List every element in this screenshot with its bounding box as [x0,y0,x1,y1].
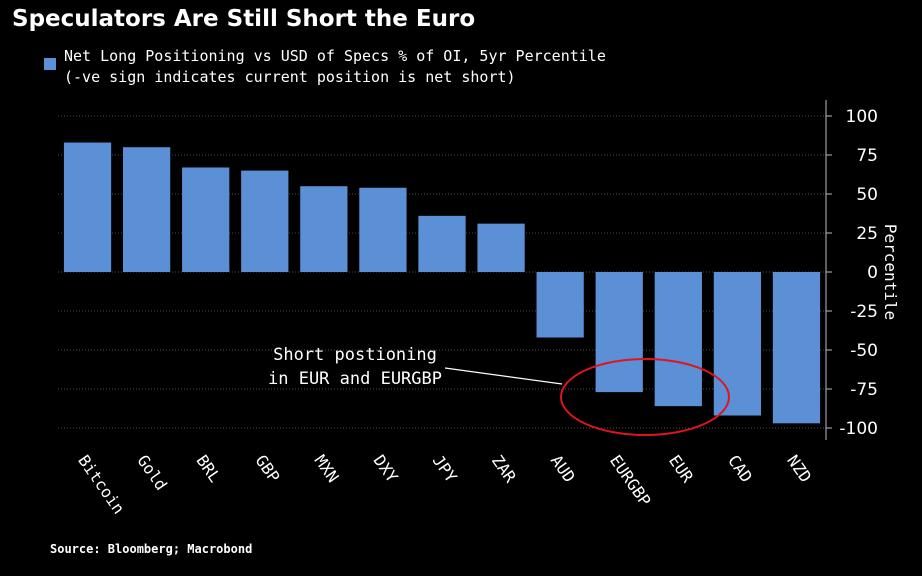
bar-dxy [359,187,407,272]
annotation-line-2: in EUR and EURGBP [268,369,442,389]
x-tick-label: MXN [311,451,343,486]
chart-title: Speculators Are Still Short the Euro [12,6,476,32]
bar-aud [536,272,584,338]
x-tick-label: CAD [724,451,756,486]
x-tick-label: AUD [547,451,579,486]
bar-nzd [772,272,821,424]
highlight-ellipse [560,358,730,436]
y-tick-label: 0 [867,263,878,283]
y-tick-label: 50 [856,185,878,205]
legend-line-1: Net Long Positioning vs USD of Specs % o… [64,47,606,65]
x-tick-label: BRL [192,451,224,486]
x-tick-label: JPY [429,451,461,486]
x-tick-label: Bitcoin [74,451,128,517]
bar-mxn [300,186,348,272]
annotation-pointer [444,367,563,385]
legend-swatch [44,58,56,70]
x-tick-label: GBP [251,451,283,486]
y-tick-label: -50 [850,341,878,361]
legend-line-2: (-ve sign indicates current position is … [64,68,516,86]
y-tick-label: 25 [856,224,878,244]
bar-brl [182,167,230,272]
bar-bitcoin [63,142,112,272]
bar-gbp [241,170,289,272]
x-tick-label: DXY [370,451,402,486]
bar-zar [477,223,525,272]
y-axis: 100 75 50 25 0 -25 -50 -75 -100 [825,100,878,440]
source-note: Source: Bloomberg; Macrobond [50,542,253,556]
y-tick-label: -75 [850,380,878,400]
x-tick-label: Gold [133,451,171,493]
y-tick-label: 100 [846,107,878,127]
annotation: Short postioning in EUR and EURGBP [268,345,730,436]
x-tick-label: ZAR [488,451,520,486]
annotation-line-1: Short postioning [273,345,437,365]
x-tick-label: EURGBP [606,451,655,509]
bar-gold [122,147,171,272]
x-tick-label: NZD [783,451,815,486]
y-tick-label: -25 [850,302,878,322]
y-tick-label: -100 [839,419,878,439]
bar-cad [713,272,762,416]
bars [63,142,821,424]
bar-jpy [418,215,466,272]
x-axis: Bitcoin Gold BRL GBP MXN DXY JPY ZAR AUD EURGBP EU… [74,451,815,517]
bar-eurgbp [595,272,643,393]
bar-eur [654,272,702,407]
y-tick-label: 75 [856,146,878,166]
x-tick-label: EUR [665,451,697,486]
legend-text: Net Long Positioning vs USD of Specs % o… [64,46,606,88]
y-axis-label: Percentile [881,224,900,320]
